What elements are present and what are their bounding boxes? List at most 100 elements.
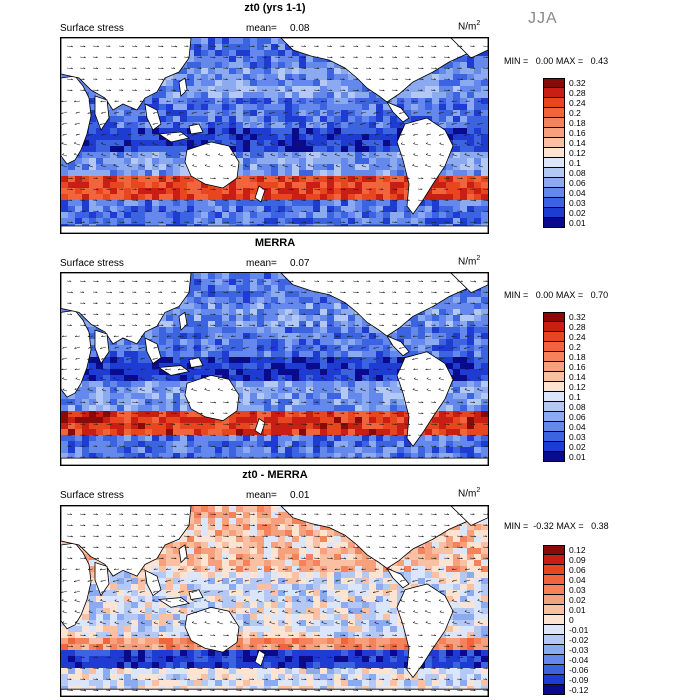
field-cell [418, 92, 426, 99]
vector-arrow-head [213, 188, 216, 191]
vector-arrow-head [134, 67, 137, 69]
vector-arrow [373, 165, 380, 168]
field-cell [124, 393, 132, 400]
field-cell [481, 80, 488, 87]
field-cell [355, 369, 363, 376]
field-cell [306, 297, 314, 304]
field-cell [460, 56, 468, 63]
field-cell [173, 128, 181, 135]
field-cell [215, 44, 223, 51]
field-cell [75, 441, 83, 448]
vector-arrow-head [164, 152, 167, 155]
vector-arrow-head [122, 45, 125, 47]
vector-arrow-head [343, 221, 346, 223]
field-cell [341, 345, 349, 352]
vector-arrow-head [136, 177, 139, 180]
vector-arrow [209, 177, 216, 180]
field-cell [236, 158, 244, 165]
field-cell [208, 122, 216, 129]
vector-arrow [361, 165, 367, 168]
vector-arrow-head [394, 177, 397, 179]
field-cell [439, 194, 447, 201]
vector-arrow-head [343, 89, 346, 92]
vector-arrow-head [360, 134, 363, 136]
field-cell [271, 279, 279, 286]
vector-arrow [365, 210, 372, 213]
vector-arrow [248, 221, 254, 224]
field-cell [201, 339, 209, 346]
vector-arrow [300, 188, 306, 190]
field-cell [432, 92, 440, 99]
vector-arrow [287, 89, 293, 91]
field-cell [173, 429, 181, 436]
vector-arrow-head [174, 177, 177, 180]
field-cell [110, 158, 118, 165]
field-cell [222, 98, 230, 105]
field-cell [173, 110, 181, 117]
vector-arrow-head [283, 153, 286, 155]
field-cell [236, 164, 244, 171]
field-cell [355, 194, 363, 201]
field-cell [397, 176, 405, 183]
vector-arrow-head [396, 78, 398, 81]
field-cell [264, 122, 272, 129]
vector-arrow-head [127, 133, 130, 136]
vector-arrow [101, 154, 107, 157]
vector-arrow [88, 165, 94, 168]
vector-arrow-head [178, 112, 181, 114]
field-cell [103, 164, 111, 171]
field-cell [145, 375, 153, 382]
field-cell [173, 435, 181, 442]
field-cell [292, 122, 300, 129]
field-cell [89, 447, 97, 454]
vector-arrow [456, 177, 463, 180]
field-cell [446, 128, 454, 135]
field-cell [208, 218, 216, 225]
field-cell [313, 146, 321, 153]
field-cell [425, 74, 433, 81]
field-cell [236, 98, 244, 105]
field-cell [439, 68, 447, 75]
field-cell [425, 345, 433, 352]
vector-arrow [313, 188, 321, 191]
field-cell [467, 122, 475, 129]
field-cell [292, 309, 300, 316]
vector-arrow [339, 45, 345, 47]
field-cell [299, 327, 307, 334]
field-cell [236, 369, 244, 376]
field-cell [173, 339, 181, 346]
field-cell [236, 182, 244, 189]
field-cell [257, 285, 265, 292]
field-cell [355, 86, 363, 93]
field-cell [180, 68, 188, 75]
field-cell [390, 152, 398, 159]
field-cell [194, 375, 202, 382]
field-cell [481, 128, 488, 135]
field-cell [250, 345, 258, 352]
field-cell [467, 92, 475, 99]
vector-arrow-head [70, 199, 73, 201]
field-cell [355, 417, 363, 424]
field-cell [222, 68, 230, 75]
field-cell [257, 393, 265, 400]
vector-arrow-head [335, 100, 338, 102]
field-cell [173, 86, 181, 93]
vector-arrow-head [251, 199, 254, 201]
field-cell [397, 417, 405, 424]
field-cell [159, 417, 167, 424]
field-cell [257, 381, 265, 388]
vector-arrow-head [348, 134, 351, 136]
field-cell [264, 375, 272, 382]
field-cell [313, 104, 321, 111]
vector-arrow [352, 78, 358, 80]
field-cell [467, 158, 475, 165]
field-cell [376, 417, 384, 424]
field-cell [250, 393, 258, 400]
field-cell [159, 369, 167, 376]
vector-arrow [347, 154, 354, 157]
vector-arrow [412, 100, 419, 103]
field-cell [278, 170, 286, 177]
vector-arrow-head [485, 177, 488, 179]
field-cell [173, 200, 181, 207]
vector-arrow-head [399, 123, 402, 125]
